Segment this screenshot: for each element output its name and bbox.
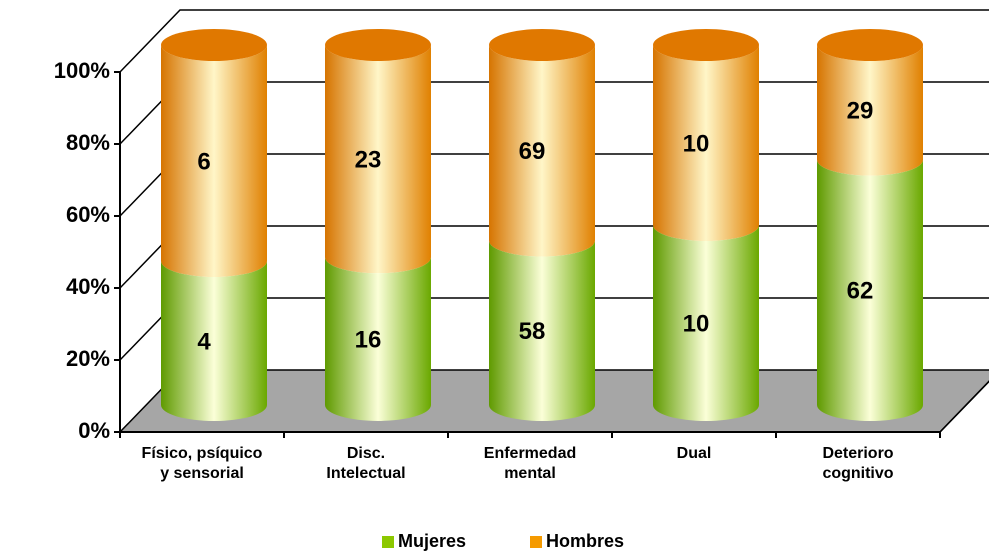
y-tick-label: 0% xyxy=(78,418,110,443)
data-label: 58 xyxy=(519,318,546,345)
cylinder-cap xyxy=(161,29,267,61)
cylinder-segment xyxy=(489,45,595,257)
cylinder-cap xyxy=(325,29,431,61)
y-tick-label: 60% xyxy=(66,202,110,227)
cylinder-segment xyxy=(817,159,923,421)
y-tick-label: 20% xyxy=(66,346,110,371)
cylinder-segment xyxy=(653,45,759,241)
legend-item: Mujeres xyxy=(382,531,466,552)
data-label: 23 xyxy=(355,146,382,173)
legend-swatch xyxy=(382,535,394,548)
data-label: 62 xyxy=(847,278,874,305)
cylinder-segment xyxy=(817,45,923,176)
data-label: 6 xyxy=(197,148,210,175)
data-label: 10 xyxy=(683,310,710,337)
cylinder-cap xyxy=(489,29,595,61)
legend-label: Hombres xyxy=(546,531,625,551)
x-tick-label: Físico, psíquico y sensorial xyxy=(141,445,263,482)
cylinder-segment xyxy=(653,225,759,421)
cylinder-segment xyxy=(325,45,431,274)
legend-item: Hombres xyxy=(530,531,624,552)
x-tick-label: Disc. Intelectual xyxy=(326,445,406,482)
data-label: 10 xyxy=(683,130,710,157)
data-label: 29 xyxy=(847,98,874,125)
cylinder-segment xyxy=(325,257,431,421)
cylinder-segment xyxy=(489,240,595,421)
y-tick-label: 40% xyxy=(66,274,110,299)
y-tick-label: 100% xyxy=(54,58,110,83)
data-label: 4 xyxy=(197,328,211,355)
floor-edge xyxy=(939,380,989,433)
cylinder-cap xyxy=(817,29,923,61)
cylinder-cap xyxy=(653,29,759,61)
legend-label: Mujeres xyxy=(398,531,467,551)
data-label: 16 xyxy=(355,326,382,353)
cylinder-segment xyxy=(161,45,267,277)
grid-line xyxy=(119,9,989,73)
x-tick-label: Dual xyxy=(676,445,712,462)
x-tick-label: Deterioro cognitivo xyxy=(822,445,894,482)
legend-swatch xyxy=(530,535,542,548)
cylinder-segment xyxy=(161,261,267,421)
data-label: 69 xyxy=(519,138,546,165)
y-tick-label: 80% xyxy=(66,130,110,155)
x-tick-label: Enfermedad mental xyxy=(483,445,577,482)
